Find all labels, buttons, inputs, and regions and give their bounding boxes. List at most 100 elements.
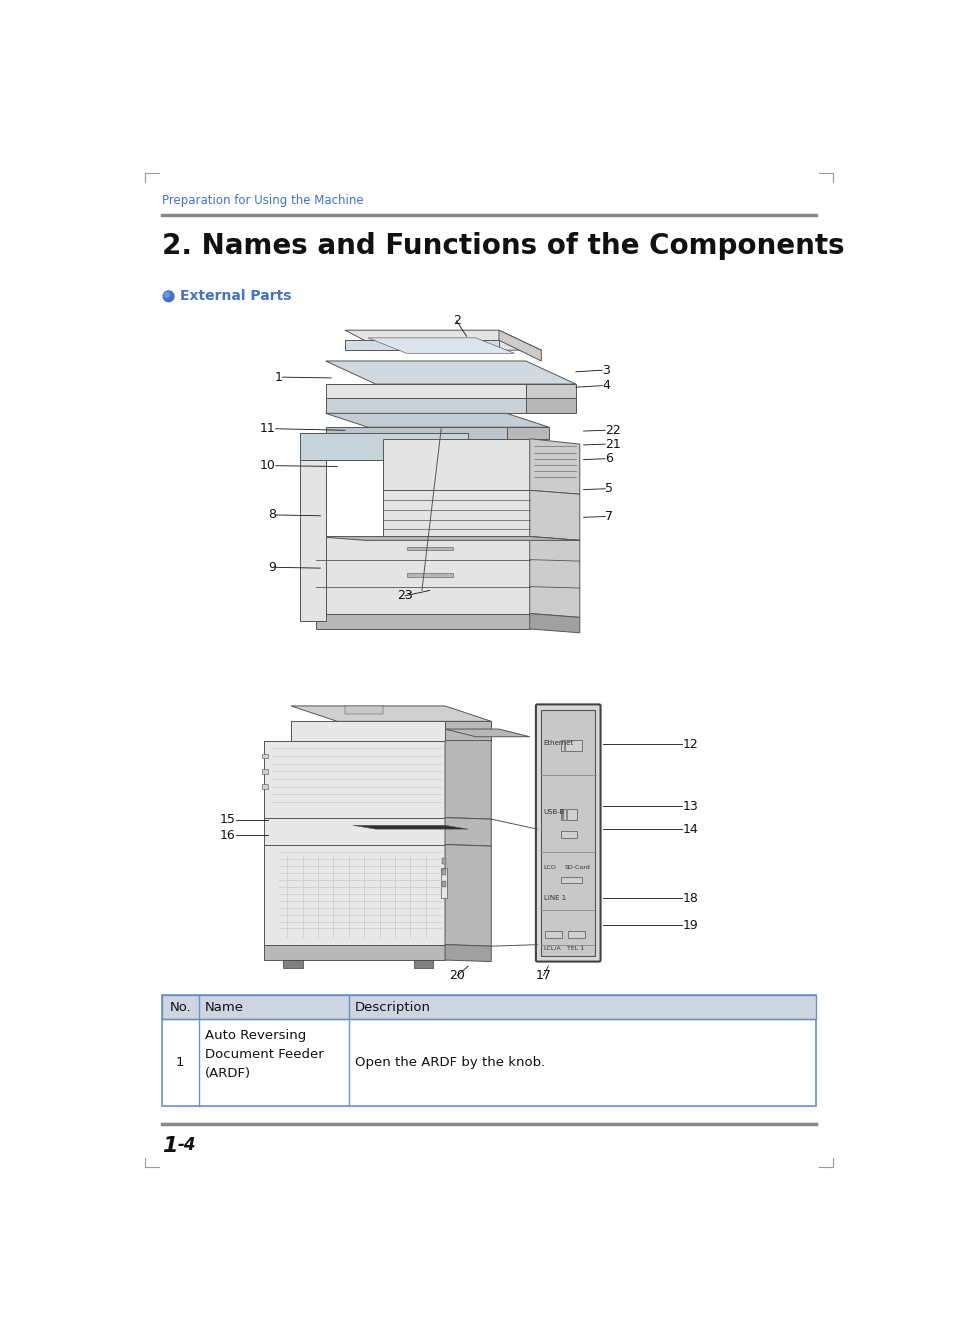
- Polygon shape: [525, 398, 576, 413]
- Polygon shape: [264, 945, 444, 959]
- Text: 17: 17: [535, 969, 551, 982]
- Text: 19: 19: [681, 918, 698, 932]
- Circle shape: [163, 291, 173, 301]
- Polygon shape: [325, 384, 525, 398]
- Bar: [161, 995, 816, 1107]
- Bar: [560, 831, 577, 839]
- Text: 4: 4: [601, 380, 609, 391]
- Polygon shape: [383, 491, 529, 536]
- Bar: [544, 930, 561, 938]
- Text: 8: 8: [268, 508, 275, 522]
- Polygon shape: [315, 613, 529, 629]
- Bar: [441, 869, 445, 876]
- Bar: [560, 877, 581, 882]
- Polygon shape: [529, 536, 579, 617]
- Polygon shape: [325, 413, 548, 427]
- Text: LINE 1: LINE 1: [543, 896, 565, 901]
- Text: 14: 14: [681, 823, 698, 836]
- Bar: [161, 995, 816, 1019]
- Polygon shape: [353, 825, 468, 829]
- Text: 23: 23: [396, 589, 413, 602]
- Polygon shape: [325, 361, 576, 384]
- Text: 10: 10: [259, 459, 275, 472]
- Polygon shape: [325, 427, 506, 439]
- Polygon shape: [283, 959, 302, 967]
- Text: Open the ARDF by the knob.: Open the ARDF by the knob.: [355, 1056, 544, 1070]
- Text: Description: Description: [355, 1001, 431, 1014]
- Polygon shape: [525, 384, 576, 398]
- Text: LCO: LCO: [543, 865, 556, 871]
- Text: 9: 9: [268, 561, 275, 573]
- Text: 1: 1: [175, 1056, 184, 1070]
- Text: 1: 1: [274, 370, 282, 384]
- Polygon shape: [498, 330, 540, 361]
- Polygon shape: [444, 729, 529, 736]
- Polygon shape: [444, 740, 491, 819]
- Text: SD-Card: SD-Card: [564, 865, 590, 871]
- Polygon shape: [291, 706, 491, 722]
- Text: Name: Name: [205, 1001, 244, 1014]
- Text: 22: 22: [604, 423, 620, 437]
- Polygon shape: [368, 338, 514, 353]
- Text: 2: 2: [452, 314, 460, 328]
- Bar: [560, 809, 577, 820]
- Text: 7: 7: [604, 510, 613, 523]
- Polygon shape: [383, 439, 529, 491]
- Bar: [261, 770, 268, 774]
- Text: 21: 21: [604, 438, 620, 451]
- Polygon shape: [414, 959, 433, 967]
- Text: 18: 18: [681, 892, 698, 905]
- Polygon shape: [325, 398, 525, 413]
- Text: 13: 13: [681, 800, 698, 812]
- Text: 5: 5: [604, 482, 613, 495]
- Text: 1: 1: [161, 1136, 177, 1156]
- Text: 6: 6: [604, 453, 613, 466]
- Bar: [261, 754, 268, 758]
- Text: 11: 11: [259, 422, 275, 435]
- Polygon shape: [444, 722, 491, 740]
- Bar: [441, 857, 445, 864]
- Bar: [261, 784, 268, 790]
- Bar: [568, 930, 584, 938]
- Polygon shape: [529, 613, 579, 633]
- Text: 12: 12: [681, 738, 698, 751]
- Text: -4: -4: [177, 1136, 196, 1153]
- Polygon shape: [345, 330, 540, 350]
- Text: Ethernet: Ethernet: [543, 740, 573, 746]
- Polygon shape: [529, 439, 579, 494]
- Polygon shape: [444, 817, 491, 847]
- Bar: [406, 547, 453, 551]
- Text: 15: 15: [219, 813, 235, 827]
- Text: USB-B: USB-B: [543, 809, 564, 815]
- Polygon shape: [315, 536, 529, 613]
- Text: 16: 16: [219, 829, 235, 841]
- Bar: [406, 573, 453, 576]
- Polygon shape: [506, 427, 548, 439]
- Text: External Parts: External Parts: [180, 289, 292, 304]
- Text: 2. Names and Functions of the Components: 2. Names and Functions of the Components: [161, 232, 843, 260]
- Polygon shape: [264, 844, 444, 945]
- Bar: [441, 881, 445, 886]
- Text: Auto Reversing
Document Feeder
(ARDF): Auto Reversing Document Feeder (ARDF): [205, 1028, 323, 1080]
- Text: No.: No.: [169, 1001, 191, 1014]
- Polygon shape: [300, 459, 325, 621]
- Bar: [540, 710, 595, 957]
- Polygon shape: [529, 491, 579, 540]
- Bar: [440, 868, 447, 898]
- Polygon shape: [291, 722, 444, 740]
- Polygon shape: [300, 433, 468, 459]
- Text: LCL/A: LCL/A: [543, 946, 560, 951]
- Bar: [560, 740, 581, 751]
- Polygon shape: [345, 706, 383, 714]
- Text: Preparation for Using the Machine: Preparation for Using the Machine: [161, 194, 363, 207]
- FancyBboxPatch shape: [536, 705, 600, 962]
- Text: 3: 3: [601, 364, 609, 377]
- Polygon shape: [345, 340, 498, 350]
- Polygon shape: [444, 945, 491, 962]
- Text: 20: 20: [449, 969, 465, 982]
- Polygon shape: [264, 817, 444, 844]
- Polygon shape: [264, 740, 444, 817]
- Text: TEL 1: TEL 1: [566, 946, 583, 951]
- Polygon shape: [444, 844, 491, 946]
- Polygon shape: [315, 536, 579, 540]
